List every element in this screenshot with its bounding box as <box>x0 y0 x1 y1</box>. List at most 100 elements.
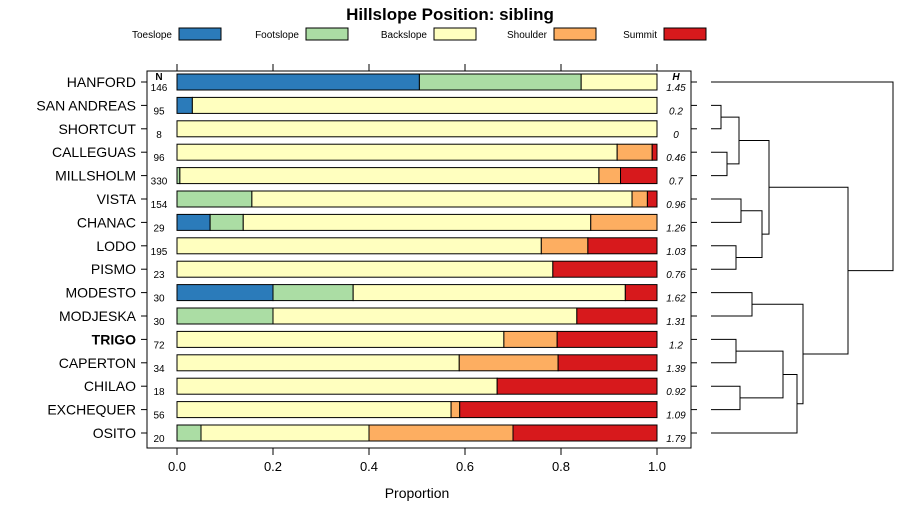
row-n-value: 20 <box>153 434 165 445</box>
bar-segment-backslope <box>179 167 600 185</box>
bar-segment-summit <box>552 260 658 278</box>
legend: Toeslope Footslope Backslope Shoulder Summit <box>132 27 707 41</box>
dendrogram-branch <box>711 245 737 270</box>
legend-label-backslope: Backslope <box>381 30 428 41</box>
row-label: MILLSHOLM <box>55 168 136 184</box>
bar-segment-summit <box>624 284 658 302</box>
dendrogram-branch <box>711 374 798 434</box>
row-label: TRIGO <box>92 331 136 347</box>
bar-segment-summit <box>620 167 658 185</box>
row-n-value: 330 <box>151 177 168 188</box>
bar-row: HANFORD 146 1.45 <box>67 73 686 94</box>
row-h-value: 0.92 <box>666 387 686 398</box>
x-axis-title: Proportion <box>385 485 450 501</box>
legend-label-shoulder: Shoulder <box>507 30 548 41</box>
bar-row: TRIGO 72 1.2 <box>92 330 683 351</box>
row-label: PISMO <box>91 261 136 277</box>
bar-segment-footslope <box>176 307 274 325</box>
plot-frame <box>146 70 692 449</box>
bar-row: SHORTCUT 8 0 <box>58 120 679 141</box>
bar-row: CHANAC 29 1.26 <box>77 213 686 234</box>
bar-row: PISMO 23 0.76 <box>91 260 686 281</box>
n-column-header: N <box>155 72 162 83</box>
bar-rows: HANFORD 146 1.45 SAN ANDREAS 95 0.2 SHORTCUT 8 0… <box>36 73 686 445</box>
legend-label-toeslope: Toeslope <box>132 30 172 41</box>
dendrogram-branch <box>711 104 722 130</box>
bar-segment-shoulder <box>616 143 653 161</box>
legend-label-footslope: Footslope <box>255 30 299 41</box>
row-label: MODESTO <box>65 285 136 301</box>
dendrogram-branch <box>711 338 737 364</box>
row-h-value: 1.03 <box>666 247 686 258</box>
row-h-value: 1.45 <box>666 83 686 94</box>
dendrogram-branch <box>721 116 740 165</box>
bar-segment-summit <box>576 307 658 325</box>
bar-segment-toeslope <box>176 284 274 302</box>
row-n-value: 8 <box>156 130 162 141</box>
bar-segment-toeslope <box>176 213 211 231</box>
row-n-value: 95 <box>153 106 165 117</box>
row-n-value: 154 <box>151 200 168 211</box>
bar-segment-toeslope <box>176 96 193 114</box>
legend-label-summit: Summit <box>623 30 657 41</box>
bar-segment-backslope <box>251 190 633 208</box>
bar-segment-shoulder <box>598 167 622 185</box>
chart-title: Hillslope Position: sibling <box>346 5 554 24</box>
bar-row: MILLSHOLM 330 0.7 <box>55 167 683 188</box>
bar-segment-summit <box>587 237 658 255</box>
bar-segment-backslope <box>176 401 452 419</box>
bar-segment-shoulder <box>540 237 589 255</box>
row-label: SAN ANDREAS <box>36 97 136 113</box>
bar-row: EXCHEQUER 56 1.09 <box>47 401 686 422</box>
legend-swatch-footslope <box>305 27 349 41</box>
row-h-value: 0 <box>673 130 679 141</box>
bar-segment-shoulder <box>590 213 658 231</box>
x-tick-label: 0.8 <box>552 459 570 474</box>
bar-segment-shoulder <box>631 190 648 208</box>
row-h-value: 1.31 <box>666 317 685 328</box>
bar-segment-backslope <box>176 354 460 372</box>
row-n-value: 30 <box>153 294 165 305</box>
bar-segment-backslope <box>352 284 626 302</box>
row-h-value: 1.79 <box>666 434 686 445</box>
bar-segment-summit <box>459 401 658 419</box>
x-tick-label: 0.0 <box>168 459 186 474</box>
bar-segment-footslope <box>418 73 582 91</box>
bar-segment-shoulder <box>503 330 558 348</box>
bar-segment-backslope <box>176 237 542 255</box>
row-h-value: 0.46 <box>666 153 686 164</box>
bar-segment-backslope <box>580 73 658 91</box>
bar-segment-backslope <box>191 96 658 114</box>
row-label: MODJESKA <box>59 308 137 324</box>
dendrogram-branch <box>736 350 784 399</box>
x-tick-label: 0.2 <box>264 459 282 474</box>
bar-segment-summit <box>646 190 658 208</box>
bar-row: CALLEGUAS 96 0.46 <box>52 143 686 164</box>
legend-swatch-summit <box>663 27 707 41</box>
bar-segment-footslope <box>176 190 253 208</box>
row-h-value: 0.96 <box>666 200 686 211</box>
bar-segment-summit <box>557 354 658 372</box>
bar-segment-backslope <box>176 260 554 278</box>
bar-segment-toeslope <box>176 73 420 91</box>
row-h-value: 0.7 <box>669 177 683 188</box>
row-label: CHANAC <box>77 214 136 230</box>
dendrogram-branch <box>752 303 804 405</box>
bar-segment-backslope <box>176 377 498 395</box>
bar-segment-footslope <box>272 284 354 302</box>
dendrogram-branch <box>711 385 741 411</box>
x-axis: 0.0 0.2 0.4 0.6 0.8 1.0 <box>141 64 697 474</box>
row-n-value: 34 <box>153 364 165 375</box>
row-label: SHORTCUT <box>58 121 136 137</box>
dendrogram-branch <box>739 140 770 235</box>
bar-segment-shoulder <box>450 401 461 419</box>
legend-swatch-shoulder <box>553 27 597 41</box>
row-h-value: 1.26 <box>666 223 686 234</box>
bar-segment-summit <box>651 143 658 161</box>
bar-row: CHILAO 18 0.92 <box>84 377 686 398</box>
row-n-value: 96 <box>153 153 165 164</box>
bar-row: MODESTO 30 1.62 <box>65 284 686 305</box>
row-label: OSITO <box>93 425 136 441</box>
x-tick-label: 0.4 <box>360 459 378 474</box>
row-n-value: 30 <box>153 317 165 328</box>
